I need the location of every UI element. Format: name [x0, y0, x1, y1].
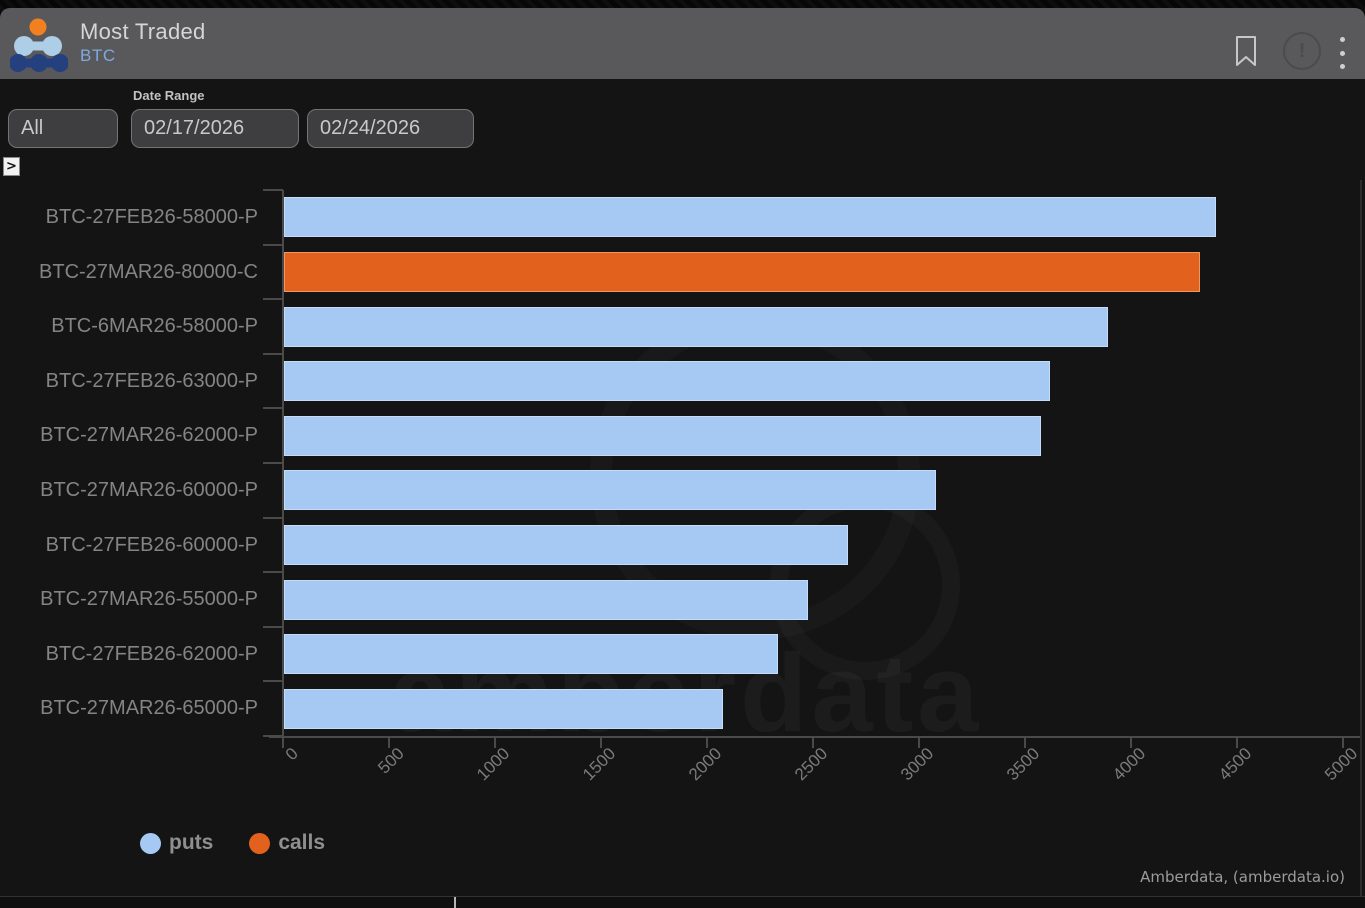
x-axis-tick — [388, 737, 390, 748]
x-axis-tick — [1130, 737, 1132, 748]
panel-title: Most Traded — [80, 19, 206, 44]
most-traded-panel — [0, 8, 1365, 908]
category-label: BTC-27MAR26-80000-C — [39, 260, 258, 283]
chart-legend: puts calls — [140, 831, 325, 855]
category-label: BTC-27MAR26-60000-P — [40, 479, 258, 501]
x-tick-label: 4500 — [1215, 744, 1256, 785]
legend-item-calls[interactable]: calls — [249, 831, 325, 855]
bar-put[interactable] — [284, 634, 778, 675]
bottom-strip — [0, 897, 1365, 908]
x-axis-tick — [918, 737, 920, 748]
bottom-panel-tick — [454, 897, 456, 908]
panel-right-border — [1360, 180, 1362, 908]
x-tick-label: 1500 — [579, 744, 620, 785]
y-axis-tick — [263, 625, 283, 628]
legend-label: puts — [169, 831, 214, 854]
x-tick-label: 0 — [281, 744, 302, 765]
category-label: BTC-27FEB26-60000-P — [45, 533, 258, 556]
x-axis-line — [269, 736, 1361, 738]
x-tick-label: 3500 — [1003, 744, 1044, 785]
x-axis-tick — [812, 737, 814, 748]
y-axis-tick — [263, 298, 283, 301]
y-axis-tick — [263, 735, 283, 737]
bar-put[interactable] — [284, 579, 808, 620]
category-label: BTC-27MAR26-65000-P — [40, 697, 258, 720]
attribution-text: Amberdata, (amberdata.io) — [1140, 868, 1345, 886]
x-axis-tick — [1342, 737, 1344, 748]
x-tick-label: 2500 — [791, 744, 832, 785]
category-label: BTC-27MAR26-55000-P — [40, 588, 258, 611]
x-axis-tick — [494, 737, 496, 748]
bottom-divider — [0, 896, 1365, 897]
legend-swatch — [140, 832, 161, 854]
x-axis-tick — [282, 737, 284, 748]
bar-put[interactable] — [284, 470, 936, 511]
x-tick-label: 2000 — [685, 744, 726, 785]
y-axis-tick — [263, 189, 283, 191]
y-axis-tick — [263, 516, 283, 519]
asset-select[interactable]: All — [8, 109, 118, 148]
amberdata-logo-icon — [10, 18, 68, 72]
y-axis-tick — [263, 462, 283, 464]
x-axis-tick — [706, 737, 708, 748]
y-axis-tick — [263, 571, 283, 574]
panel-header: Most Traded BTC ! — [0, 8, 1365, 79]
date-to-input[interactable] — [307, 109, 474, 148]
y-axis-tick — [263, 243, 283, 246]
date-range-label: Date Range — [133, 88, 205, 103]
x-tick-label: 3000 — [897, 744, 938, 785]
kebab-menu-icon[interactable] — [1334, 37, 1350, 69]
x-tick-label: 5000 — [1321, 744, 1362, 785]
x-axis-tick — [1024, 737, 1026, 748]
bookmark-icon[interactable] — [1234, 35, 1258, 67]
info-icon[interactable]: ! — [1283, 32, 1321, 70]
bar-call[interactable] — [284, 251, 1200, 292]
date-from-input[interactable] — [131, 109, 299, 148]
category-label: BTC-27MAR26-62000-P — [40, 424, 258, 447]
x-tick-label: 500 — [373, 744, 408, 778]
x-axis-tick — [1236, 737, 1238, 748]
legend-swatch — [249, 832, 271, 854]
y-axis-line — [282, 190, 284, 737]
legend-item-puts[interactable]: puts — [140, 831, 213, 855]
category-label: BTC-27FEB26-63000-P — [45, 369, 258, 392]
sidebar-expander-button[interactable]: > — [3, 157, 20, 176]
bar-put[interactable] — [284, 688, 723, 729]
x-tick-label: 4000 — [1109, 744, 1150, 785]
y-axis-tick — [263, 407, 283, 410]
category-label: BTC-6MAR26-58000-P — [51, 315, 258, 338]
bar-put[interactable] — [284, 306, 1108, 347]
y-axis-tick — [263, 680, 283, 683]
bar-put[interactable] — [284, 197, 1216, 238]
panel-subtitle: BTC — [80, 46, 116, 65]
bar-put[interactable] — [284, 524, 848, 565]
x-axis-tick — [600, 737, 602, 748]
legend-label: calls — [278, 831, 326, 854]
bar-put[interactable] — [284, 361, 1051, 402]
category-label: BTC-27FEB26-58000-P — [45, 206, 258, 228]
category-label: BTC-27FEB26-62000-P — [45, 642, 258, 665]
y-axis-tick — [263, 352, 283, 355]
bar-put[interactable] — [284, 415, 1041, 456]
x-tick-label: 1000 — [473, 744, 514, 785]
